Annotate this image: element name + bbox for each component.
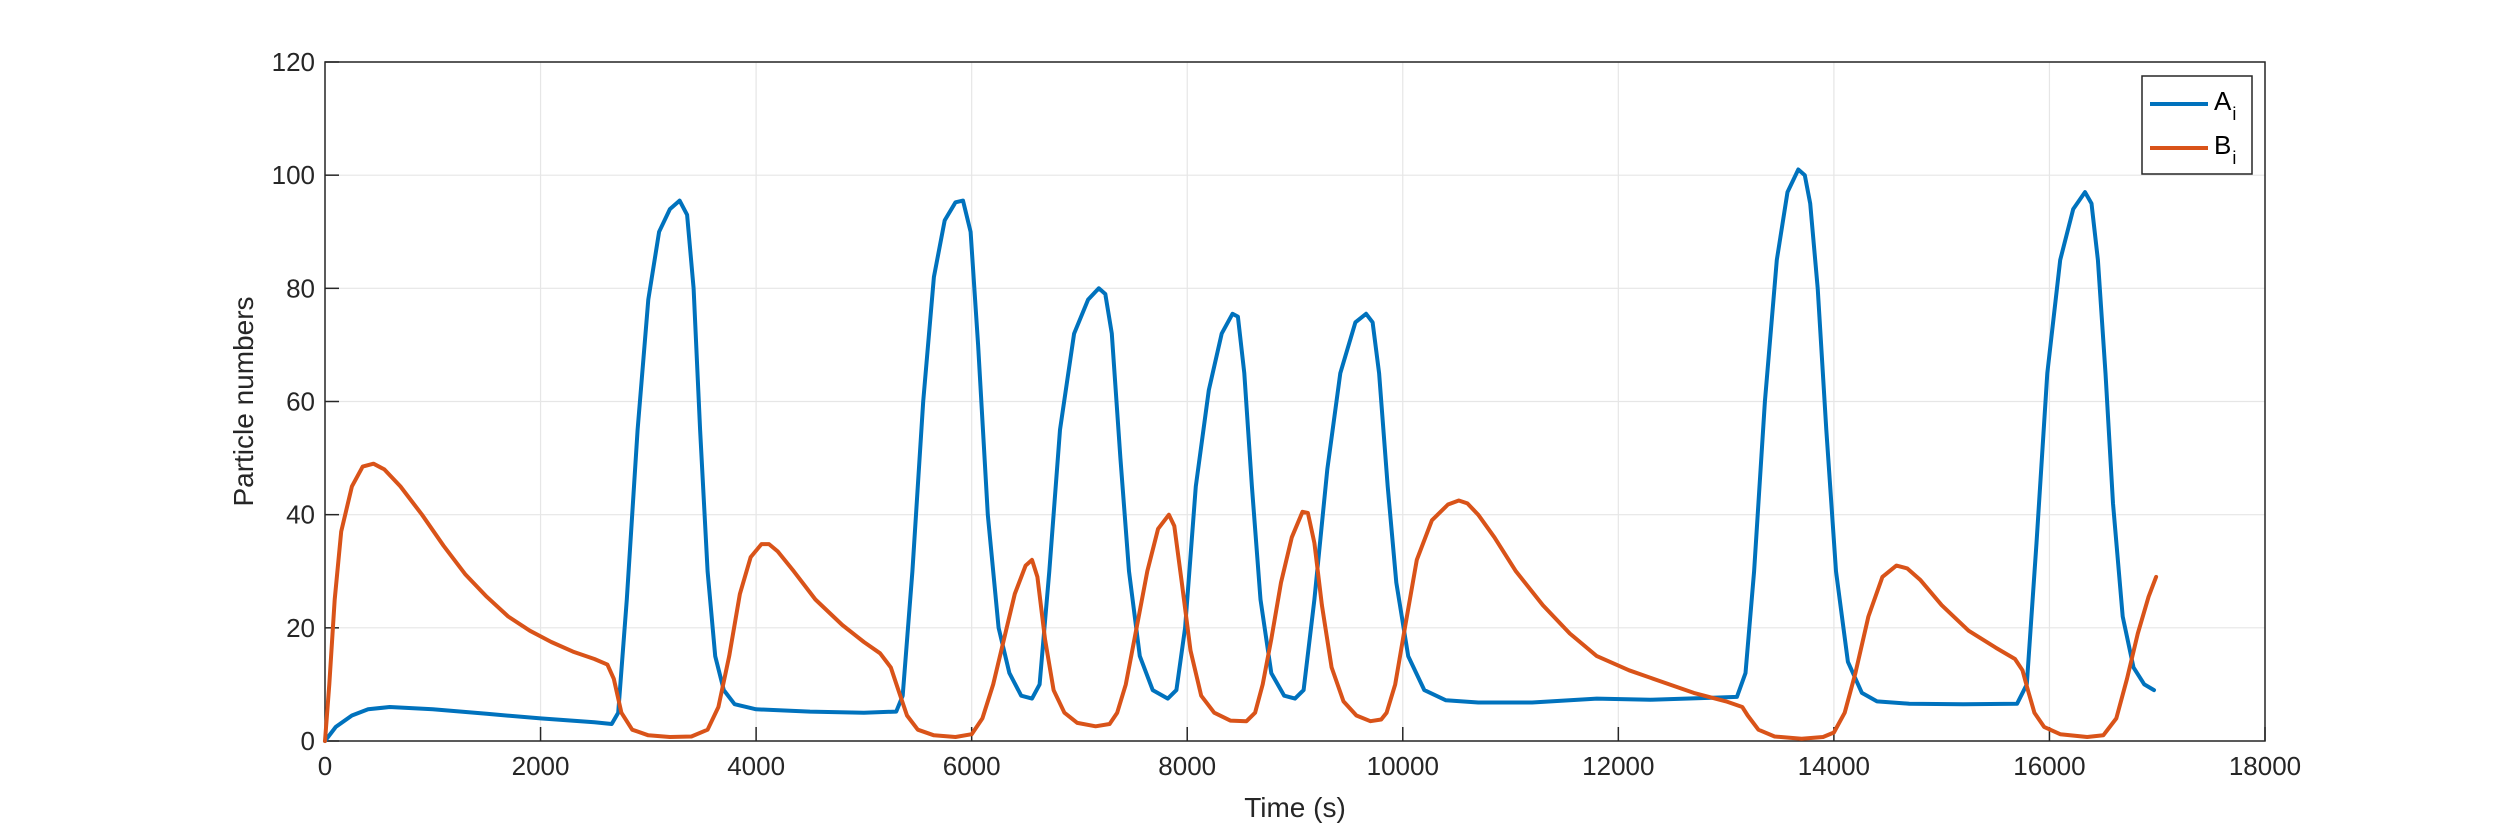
x-tick-label: 0 (318, 751, 332, 781)
grid (324, 61, 2266, 742)
y-tick-label: 0 (301, 726, 315, 756)
legend-label-B: Bi (2214, 130, 2236, 168)
x-tick-label: 10000 (1367, 751, 1439, 781)
x-tick-label: 8000 (1158, 751, 1216, 781)
x-tick-label: 14000 (1798, 751, 1870, 781)
axis-ticks: 0 2000 4000 6000 8000 10000 12000 14000 16000 180… (272, 47, 2302, 781)
y-tick-label: 120 (272, 47, 315, 77)
x-tick-label: 12000 (1582, 751, 1654, 781)
x-tick-label: 6000 (943, 751, 1001, 781)
y-tick-label: 100 (272, 160, 315, 190)
legend-label-A: Ai (2214, 86, 2236, 124)
series-line-B (323, 461, 2159, 743)
y-tick-label: 60 (286, 387, 315, 417)
y-axis-label: Particle numbers (228, 296, 259, 506)
y-tick-label: 40 (286, 500, 315, 530)
legend: Ai Bi (2141, 75, 2253, 175)
x-tick-label: 2000 (512, 751, 570, 781)
legend-box (2141, 75, 2253, 175)
x-tick-label: 18000 (2229, 751, 2301, 781)
y-tick-label: 80 (286, 273, 315, 303)
series-lines (323, 167, 2159, 743)
x-tick-label: 4000 (727, 751, 785, 781)
series-line-A (323, 167, 2156, 743)
x-axis-label: Time (s) (1244, 792, 1346, 823)
y-tick-label: 20 (286, 613, 315, 643)
x-tick-label: 16000 (2013, 751, 2085, 781)
